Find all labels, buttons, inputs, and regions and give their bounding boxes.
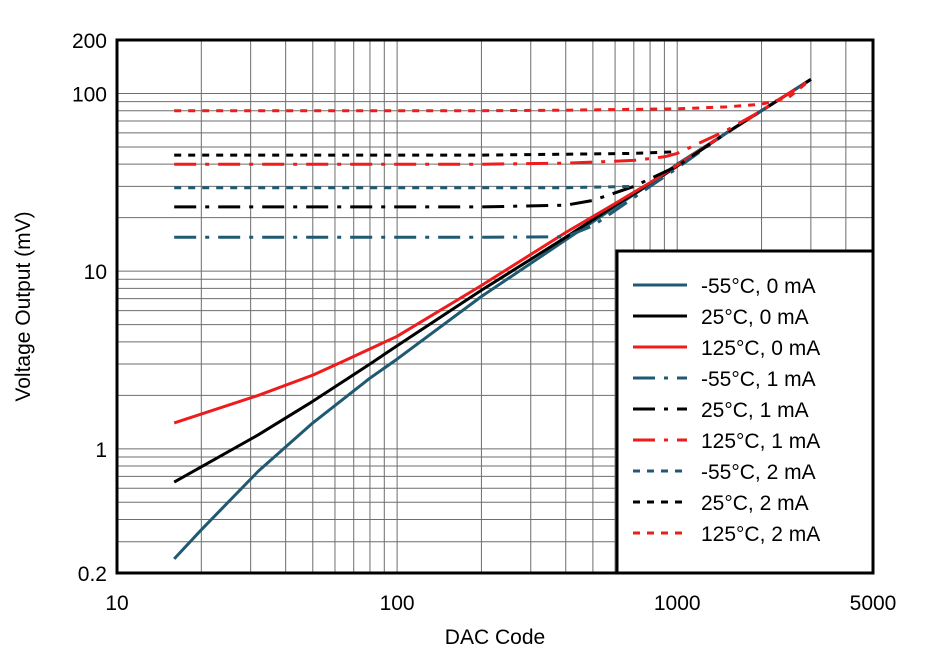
y-tick-label: 1 — [95, 439, 107, 462]
series-line-9 — [174, 78, 812, 113]
x-tick-label: 100 — [380, 592, 415, 615]
x-tick-label: 1000 — [654, 592, 701, 615]
legend-label: -55°C, 2 mA — [701, 461, 816, 484]
legend-label: 25°C, 2 mA — [701, 492, 809, 515]
x-axis-title: DAC Code — [445, 626, 545, 649]
legend-label: -55°C, 0 mA — [701, 275, 816, 298]
y-tick-label: 0.2 — [78, 563, 107, 586]
legend-label: 125°C, 1 mA — [701, 430, 820, 453]
legend-label: 125°C, 2 mA — [701, 523, 820, 546]
x-tick-label: 10 — [105, 592, 128, 615]
series-line-7 — [174, 184, 634, 190]
legend: -55°C, 0 mA 25°C, 0 mA 125°C, 0 mA -55°C, 1… — [615, 249, 875, 575]
y-tick-label: 200 — [72, 30, 107, 53]
series-line-8 — [174, 150, 678, 157]
legend-label: 25°C, 0 mA — [701, 306, 809, 329]
series-line-5 — [174, 78, 812, 209]
series-line-6 — [174, 78, 812, 166]
series-line-4 — [174, 78, 812, 239]
legend-label: 25°C, 1 mA — [701, 399, 809, 422]
y-tick-label: 100 — [72, 83, 107, 106]
legend-box — [615, 249, 875, 575]
series-layer — [173, 78, 812, 560]
x-tick-label: 5000 — [850, 592, 897, 615]
y-axis-title: Voltage Output (mV) — [12, 211, 35, 401]
tick-labels: 10 100 1000 5000 0.2 1 10 100 200 — [72, 30, 896, 615]
legend-label: -55°C, 1 mA — [701, 368, 816, 391]
legend-label: 125°C, 0 mA — [701, 337, 820, 360]
y-tick-label: 10 — [84, 261, 107, 284]
